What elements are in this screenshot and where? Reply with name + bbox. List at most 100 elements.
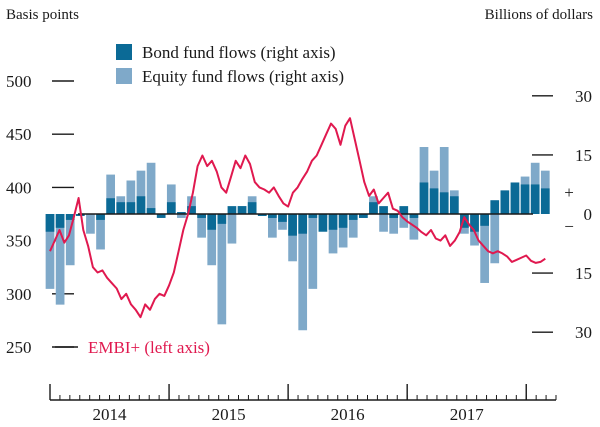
- equity-bar: [207, 214, 217, 266]
- embi-line: [49, 117, 546, 319]
- equity-bar: [399, 214, 409, 228]
- left-tick-label: 250: [6, 338, 32, 357]
- bond-bar: [470, 214, 479, 232]
- equity-bar: [389, 214, 399, 234]
- bond-bar: [65, 214, 75, 220]
- bond-bar: [399, 206, 409, 214]
- right-axis-minus-sign: −: [564, 217, 574, 236]
- equity-bar: [187, 196, 196, 214]
- bond-bar: [227, 206, 237, 214]
- bond-bar: [308, 214, 318, 218]
- bond-bar: [490, 200, 500, 214]
- embi-label: EMBI+ (left axis): [88, 338, 210, 357]
- bond-bar: [358, 214, 368, 218]
- right-tick-label: 30: [575, 87, 592, 106]
- bond-bar: [207, 214, 217, 230]
- bond-bar: [247, 202, 257, 214]
- equity-bar: [268, 214, 277, 238]
- bond-bar: [146, 208, 156, 214]
- equity-bar: [126, 180, 136, 214]
- bond-bar: [369, 202, 378, 214]
- bond-bar: [45, 214, 55, 232]
- right-tick-label: 0: [584, 205, 593, 224]
- x-axis: 2014 2015 2016 2017: [49, 384, 557, 424]
- legend-swatch-equity: [116, 68, 132, 84]
- right-axis-plus-sign: +: [564, 183, 574, 202]
- equity-bar: [217, 214, 227, 325]
- equity-bar: [338, 214, 348, 248]
- left-tick-label: 350: [6, 232, 32, 251]
- right-tick-label: 15: [575, 146, 592, 165]
- equity-bar: [298, 214, 308, 331]
- left-tick-label: 300: [6, 285, 32, 304]
- equity-bar: [65, 214, 75, 266]
- legend-swatch-bond: [116, 44, 132, 60]
- left-tick-label: 500: [6, 72, 32, 91]
- bond-bar: [348, 214, 358, 220]
- bond-bar: [520, 184, 530, 214]
- bond-bar: [268, 214, 277, 218]
- equity-bar: [146, 162, 156, 214]
- bond-bar: [166, 202, 176, 214]
- bond-bar: [116, 202, 126, 214]
- legend-label-equity: Equity fund flows (right axis): [142, 67, 344, 86]
- bond-bar: [237, 206, 247, 214]
- bond-bar: [126, 202, 136, 214]
- equity-bar: [348, 214, 358, 238]
- right-tick-label: 30: [575, 323, 592, 342]
- equity-bar: [419, 147, 429, 214]
- x-year-label: 2017: [450, 405, 485, 424]
- equity-bar: [197, 214, 206, 238]
- bond-bar: [389, 214, 399, 218]
- bond-bar: [379, 206, 388, 214]
- equity-bar: [328, 214, 338, 254]
- equity-bar: [177, 214, 186, 218]
- flow-bars: [45, 147, 550, 331]
- bond-bar: [96, 214, 105, 220]
- equity-bar: [96, 214, 105, 250]
- x-year-label: 2016: [331, 405, 365, 424]
- bond-bar: [278, 214, 287, 222]
- equity-bar: [136, 170, 146, 214]
- bond-bar: [187, 206, 196, 214]
- right-axis-ticks: 30 15 0 15 30: [532, 87, 592, 342]
- equity-bar: [45, 214, 55, 289]
- bond-bar: [257, 214, 267, 216]
- bond-bar: [530, 184, 540, 214]
- equity-bar: [166, 184, 176, 214]
- bond-bar: [409, 214, 419, 218]
- bond-bar: [480, 214, 489, 226]
- bond-bar: [217, 214, 227, 224]
- equity-bar: [55, 214, 65, 305]
- equity-bar: [439, 147, 449, 214]
- equity-bar: [490, 214, 500, 264]
- x-year-label: 2014: [93, 405, 128, 424]
- bond-bar: [156, 214, 166, 218]
- bond-bar: [177, 212, 186, 214]
- right-axis-label: Billions of dollars: [485, 7, 593, 23]
- equity-bar: [379, 214, 388, 232]
- bond-bar: [298, 214, 308, 234]
- bond-bar: [429, 188, 439, 214]
- bond-bar: [106, 198, 116, 214]
- legend-label-bond: Bond fund flows (right axis): [142, 43, 336, 62]
- equity-bar: [86, 214, 95, 234]
- equity-bar: [227, 214, 237, 244]
- bond-bar: [510, 182, 520, 214]
- bond-bar: [460, 214, 469, 228]
- right-tick-label: 15: [575, 264, 592, 283]
- left-tick-label: 450: [6, 125, 32, 144]
- equity-bar: [106, 174, 116, 214]
- equity-bar: [308, 214, 318, 289]
- bond-bar: [328, 214, 338, 230]
- legend: Bond fund flows (right axis) Equity fund…: [116, 43, 344, 86]
- bond-bar: [540, 188, 550, 214]
- bond-bar: [197, 214, 206, 218]
- bond-bar: [449, 196, 459, 214]
- equity-bar: [288, 214, 297, 262]
- left-axis-label: Basis points: [6, 7, 79, 23]
- bond-bar: [338, 214, 348, 228]
- bond-bar: [439, 192, 449, 214]
- bond-bar: [55, 214, 65, 228]
